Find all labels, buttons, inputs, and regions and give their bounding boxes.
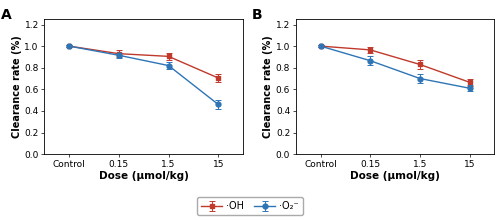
X-axis label: Dose (μmol/kg): Dose (μmol/kg) [350,171,440,181]
Y-axis label: Clearance rate (%): Clearance rate (%) [263,35,273,138]
Text: B: B [252,8,262,22]
Y-axis label: Clearance rate (%): Clearance rate (%) [12,35,22,138]
Text: A: A [0,8,12,22]
Legend: ·OH, ·O₂⁻: ·OH, ·O₂⁻ [197,197,303,215]
X-axis label: Dose (μmol/kg): Dose (μmol/kg) [98,171,188,181]
